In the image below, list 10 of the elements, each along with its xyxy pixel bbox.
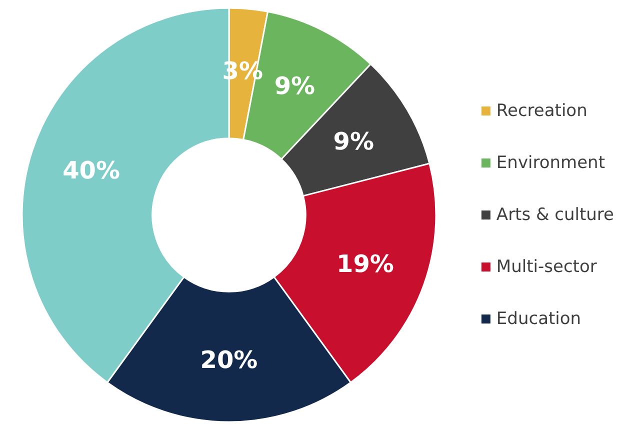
data-label: 9% <box>333 127 374 156</box>
data-label: 20% <box>200 346 258 374</box>
legend-label: Multi-sector <box>496 257 597 277</box>
legend-label: Recreation <box>496 101 588 121</box>
legend-label: Education <box>496 309 582 329</box>
data-label: 19% <box>336 250 394 278</box>
data-label: 40% <box>62 156 120 184</box>
data-label: 9% <box>274 72 316 100</box>
legend-label: Arts & culture <box>496 205 614 225</box>
legend-label: Environment <box>496 153 606 173</box>
